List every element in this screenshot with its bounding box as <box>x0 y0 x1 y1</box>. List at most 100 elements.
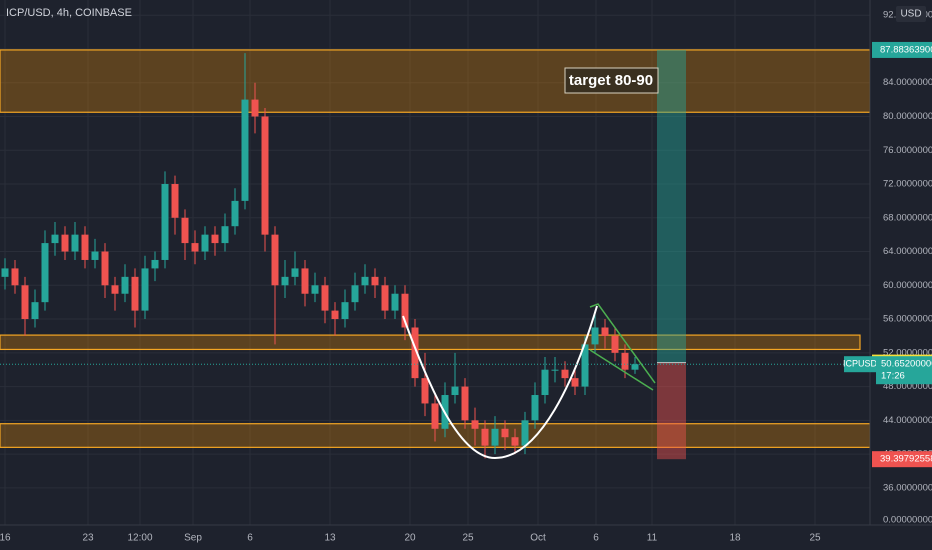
candle-body <box>301 268 309 294</box>
candle-body <box>221 226 229 244</box>
y-tick-label: 68.00000000 <box>883 212 932 223</box>
candle-body <box>521 420 529 446</box>
y-tick-label: 76.00000000 <box>883 145 932 156</box>
candle-body <box>31 302 39 320</box>
candle-body <box>241 99 249 201</box>
last-price-label: 50.65200000 <box>881 359 932 370</box>
candle-body <box>101 251 109 286</box>
x-tick-label: Sep <box>184 533 202 544</box>
x-tick-label: 11 <box>647 533 658 544</box>
candle-body <box>381 285 389 311</box>
candle-body <box>321 285 329 311</box>
countdown: 17:26 <box>881 371 905 382</box>
candle-body <box>11 268 19 286</box>
y-tick-label: 44.00000000 <box>883 415 932 426</box>
candle-body <box>471 420 479 429</box>
y-tick-label: 56.00000000 <box>883 314 932 325</box>
candle-body <box>461 386 469 421</box>
candles <box>1 53 639 459</box>
grid <box>0 0 870 525</box>
cup-drawing <box>402 305 598 460</box>
candle-body <box>531 395 539 421</box>
y-tick-label: 84.00000000 <box>883 77 932 88</box>
candle-body <box>481 428 489 446</box>
x-tick-label: 13 <box>324 533 336 544</box>
candle-body <box>131 276 139 311</box>
x-tick-label: 25 <box>462 533 474 544</box>
candle-body <box>191 243 199 252</box>
candle-body <box>611 335 619 353</box>
candle-body <box>551 369 559 371</box>
candle-body <box>121 276 129 294</box>
x-tick-label: 16 <box>0 533 11 544</box>
candle-body <box>401 293 409 328</box>
candle-body <box>601 327 609 336</box>
x-tick-label: 12:00 <box>127 533 152 544</box>
candle-body <box>451 386 459 396</box>
chart-title: ICP/USD, 4h, COINBASE <box>6 7 132 19</box>
price-badge <box>872 451 932 468</box>
candle-body <box>261 116 269 235</box>
candle-body <box>161 184 169 260</box>
candle-body <box>361 276 369 286</box>
candle-body <box>411 327 419 379</box>
candle-body <box>281 276 289 286</box>
candle-body <box>61 234 69 252</box>
candle-body <box>501 428 509 438</box>
zone <box>0 334 861 351</box>
target-area <box>657 49 686 363</box>
y-tick-label: 80.00000000 <box>883 111 932 122</box>
wedge-lower <box>589 349 654 391</box>
candle-body <box>21 285 29 320</box>
scale-floor-label: 0.00000000 <box>883 515 932 526</box>
candle-body <box>81 234 89 260</box>
candle-body <box>51 234 59 244</box>
candle-body <box>71 234 79 252</box>
symbol-badge <box>844 356 876 373</box>
candle-body <box>351 285 359 303</box>
candle-body <box>151 259 159 269</box>
candle-body <box>91 251 99 260</box>
y-tick-label: 52.00000000 <box>883 347 932 358</box>
candle-body <box>491 428 499 446</box>
symbol-label: ICPUSD <box>843 359 878 369</box>
price-badge-label: 87.88363900 <box>880 44 932 55</box>
zone <box>0 49 871 113</box>
candle-body <box>111 285 119 294</box>
currency-button[interactable] <box>896 6 926 22</box>
candle-body <box>581 344 589 387</box>
y-tick-label: 48.00000000 <box>883 381 932 392</box>
stop-area <box>657 362 686 460</box>
candle-body <box>171 184 179 218</box>
x-tick-label: Oct <box>530 533 546 544</box>
y-tick-label: 64.00000000 <box>883 246 932 257</box>
x-tick-label: 23 <box>82 533 94 544</box>
annotation-box <box>564 67 659 94</box>
candle-body <box>211 234 219 244</box>
currency[interactable]: USD <box>900 9 921 20</box>
x-tick-label: 18 <box>729 533 741 544</box>
candle-body <box>621 352 629 370</box>
candle-body <box>141 268 149 311</box>
candle-body <box>631 364 639 370</box>
candle-body <box>251 99 259 117</box>
x-tick-label: 6 <box>247 533 253 544</box>
candle-body <box>511 437 519 446</box>
price-badge-label: 39.39792558 <box>880 454 932 465</box>
candle-body <box>591 327 599 345</box>
candle-body <box>341 302 349 320</box>
candle-body <box>291 268 299 277</box>
axis-labels: 36.0000000040.0000000044.0000000048.0000… <box>0 10 932 544</box>
x-tick-label: 20 <box>404 533 416 544</box>
candle-body <box>311 285 319 294</box>
candle-body <box>41 243 49 303</box>
candle-body <box>561 369 569 379</box>
y-tick-label: 60.00000000 <box>883 280 932 291</box>
last-price-badge <box>876 356 932 385</box>
candle-body <box>231 200 239 227</box>
y-tick-label: 72.00000000 <box>883 179 932 190</box>
candle-body <box>371 276 379 286</box>
candle-body <box>431 403 439 429</box>
x-tick-label: 25 <box>809 533 821 544</box>
